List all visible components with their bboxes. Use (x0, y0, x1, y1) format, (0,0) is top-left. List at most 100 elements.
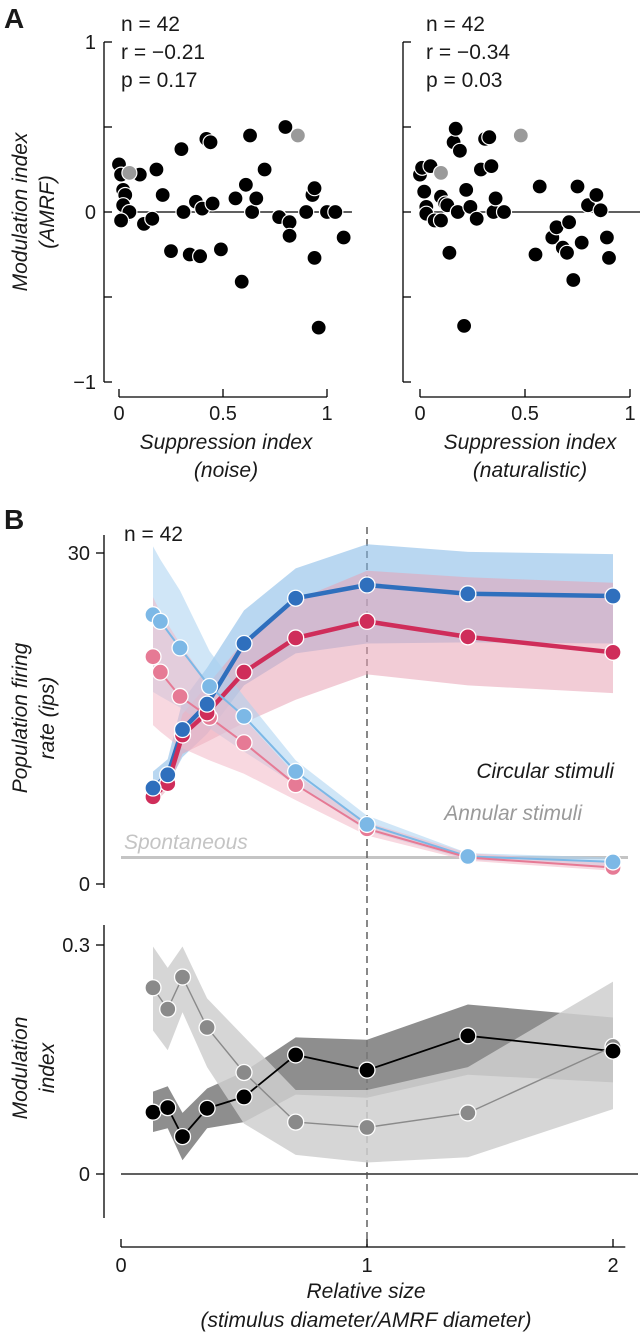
scatter-ylabel: Modulation index (9, 131, 32, 291)
scatter-noise-highlight-point-0 (121, 164, 138, 181)
scatter-noise-highlight-point-1 (289, 127, 306, 144)
rate-point-ann_noise-0 (144, 648, 162, 666)
scatter-noise-y-tick-label-0: 1 (85, 32, 96, 54)
rate-point-circ_nat-5 (287, 589, 305, 607)
scatter-noise-point-39 (310, 319, 327, 336)
scatter-nat-point-16 (456, 317, 473, 334)
scatter-nat-point-11 (441, 244, 458, 261)
scatter-noise-point-27 (241, 127, 259, 144)
scatter-noise-point-7 (112, 212, 130, 229)
scatter-ylabel-sub: (AMRF) (36, 175, 59, 248)
scatter-noise-point-11 (148, 161, 165, 178)
modulation-point-circular-7 (459, 1027, 477, 1045)
modulation-point-annular-0 (144, 979, 162, 997)
scatter-noise-point-34 (281, 227, 298, 244)
rate-point-circ_noise-4 (235, 663, 253, 681)
rate-point-ann_nat-4 (235, 707, 253, 725)
modulation-point-annular-7 (459, 1104, 477, 1122)
rate-point-circ_nat-0 (144, 779, 162, 797)
scatter-noise-point-42 (335, 229, 352, 246)
scatter-noise-n: n = 42 (121, 13, 180, 36)
modulation-point-circular-2 (173, 1127, 192, 1146)
modulation-point-circular-6 (358, 1061, 376, 1079)
scatter-noise-point-41 (327, 203, 344, 221)
scatter-noise-p: p = 0.17 (121, 69, 197, 92)
modulation-point-circular-3 (198, 1099, 216, 1118)
scatter-nat-point-17 (458, 181, 475, 198)
scatter-nat-point-13 (447, 120, 464, 137)
modulation-x-tick-label-1: 1 (361, 1255, 372, 1277)
scatter-nat-point-8 (432, 212, 450, 229)
rate-point-ann_nat-1 (151, 612, 170, 631)
modulation-point-circular-0 (144, 1103, 162, 1121)
relative-size-xlabel-sub: (stimulus diameter/AMRF diameter) (200, 1309, 531, 1332)
scatter-nat-point-32 (558, 244, 576, 261)
scatter-nat-point-2 (416, 183, 433, 200)
scatter-nat-xlabel-sub: (naturalistic) (473, 459, 587, 482)
firing-rate-ylabel-sub: rate (ips) (36, 677, 59, 760)
modulation-x-tick-label-2: 2 (607, 1255, 618, 1277)
rate-point-ann_nat-2 (171, 639, 189, 657)
scatter-noise-point-33 (281, 214, 298, 231)
scatter-nat-point-39 (592, 202, 609, 219)
scatter-noise-point-15 (175, 203, 192, 221)
spontaneous-label: Spontaneous (124, 831, 248, 854)
rate-point-circ_nat-1 (159, 766, 177, 784)
modulation-index-chart: 0.3 0 0 1 2 Modulation index Relative size (… (9, 884, 638, 1332)
scatter-nat-p: p = 0.03 (426, 69, 502, 92)
scatter-nat-point-36 (573, 234, 590, 251)
scatter-nat-xlabel: Suppression index (444, 431, 618, 454)
scatter-noise-point-18 (192, 248, 209, 265)
circular-stimuli-label: Circular stimuli (476, 760, 615, 783)
scatter-nat-point-33 (560, 214, 578, 231)
scatter-nat-highlight-point-1 (512, 127, 529, 144)
scatter-noise-point-24 (227, 190, 244, 207)
scatter-nat-x-tick-label-0: 0 (414, 403, 425, 425)
rate-point-circ_nat-3 (198, 695, 216, 713)
modulation-ylabel-sub: index (36, 1041, 59, 1093)
rate-point-circ_noise-8 (604, 643, 622, 661)
rate-point-circ_nat-2 (173, 720, 192, 739)
scatter-nat-point-23 (483, 158, 500, 175)
rate-band-circ_noise (153, 570, 613, 806)
scatter-nat-point-41 (600, 249, 618, 266)
scatter-noise-x-tick-label-2: 1 (321, 403, 332, 425)
modulation-x-tick-label-0: 0 (115, 1255, 126, 1277)
scatter-nat-r: r = −0.34 (426, 41, 510, 64)
scatter-noise-point-14 (173, 141, 190, 158)
modulation-y-tick-label-1: 0 (79, 1164, 90, 1186)
modulation-point-circular-8 (604, 1042, 622, 1060)
scatter-nat-x-tick-label-2: 1 (624, 403, 635, 425)
scatter-noise: 1 0 −1 0 0.5 1 n = 42 r = −0.21 p = 0.17 Supp… (9, 13, 352, 482)
scatter-nat-point-35 (569, 178, 586, 195)
rate-point-ann_nat-5 (287, 762, 305, 781)
rate-point-ann_noise-1 (151, 663, 170, 681)
scatter-noise-point-37 (306, 180, 323, 197)
modulation-point-circular-5 (287, 1046, 305, 1064)
modulation-point-annular-3 (198, 1018, 216, 1037)
rate-point-circ_nat-6 (358, 576, 376, 594)
rate-point-ann_nat-7 (459, 847, 477, 866)
rate-y-tick-label-0: 30 (68, 543, 90, 565)
scatter-noise-point-25 (233, 273, 250, 290)
rate-y-tick-label-1: 0 (79, 874, 90, 896)
scatter-noise-point-30 (256, 161, 273, 178)
scatter-noise-point-22 (204, 195, 221, 212)
scatter-noise-point-21 (202, 134, 219, 151)
scatter-nat-n: n = 42 (426, 13, 485, 36)
modulation-point-annular-1 (159, 1000, 177, 1018)
rate-band-ann_noise (153, 597, 613, 871)
scatter-noise-point-12 (154, 186, 171, 204)
scatter-nat-point-34 (565, 271, 582, 289)
scatter-noise-y-tick-label-2: 0 (85, 202, 96, 224)
relative-size-xlabel: Relative size (306, 1280, 425, 1303)
scatter-noise-point-23 (212, 241, 230, 258)
rate-point-ann_nat-3 (200, 677, 219, 696)
scatter-noise-point-29 (248, 190, 265, 207)
scatter-nat-point-25 (487, 190, 504, 207)
scatter-nat-point-26 (495, 203, 513, 221)
rate-point-circ_noise-7 (459, 628, 477, 646)
rate-point-ann_nat-6 (358, 815, 376, 834)
rate-band-ann_nat (153, 546, 613, 867)
